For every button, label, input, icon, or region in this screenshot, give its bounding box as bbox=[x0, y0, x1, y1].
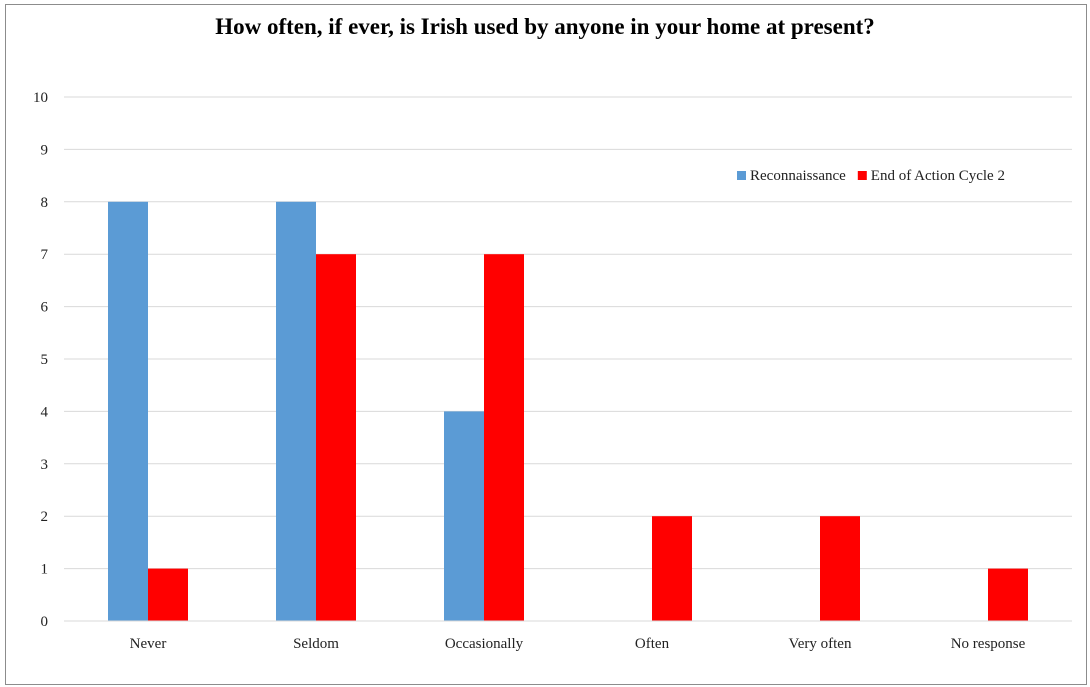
bar bbox=[148, 568, 188, 621]
y-tick-label: 1 bbox=[41, 562, 49, 578]
bar bbox=[652, 516, 692, 621]
bar bbox=[316, 254, 356, 621]
x-tick-label: Often bbox=[635, 636, 670, 652]
x-tick-label: Never bbox=[130, 636, 167, 652]
y-tick-label: 10 bbox=[33, 90, 48, 106]
bar bbox=[444, 411, 484, 621]
bar bbox=[108, 201, 148, 622]
x-tick-label: Very often bbox=[789, 636, 852, 652]
y-tick-label: 2 bbox=[41, 509, 49, 525]
x-tick-label: No response bbox=[951, 636, 1026, 652]
legend: Reconnaissance End of Action Cycle 2 bbox=[737, 168, 1005, 184]
y-tick-label: 7 bbox=[41, 247, 49, 263]
y-tick-label: 5 bbox=[41, 352, 49, 368]
x-tick-label: Seldom bbox=[293, 636, 339, 652]
bars bbox=[108, 201, 1028, 622]
y-axis-ticks: 0 1 2 3 4 5 6 7 8 9 10 bbox=[33, 90, 49, 630]
y-tick-label: 4 bbox=[41, 404, 49, 420]
bar bbox=[484, 254, 524, 621]
bar bbox=[820, 516, 860, 621]
legend-swatch bbox=[857, 171, 867, 180]
legend-label: Reconnaissance bbox=[750, 168, 846, 184]
y-tick-label: 0 bbox=[41, 614, 49, 630]
x-tick-label: Occasionally bbox=[445, 636, 524, 652]
bar bbox=[276, 201, 316, 622]
x-axis-ticks: Never Seldom Occasionally Often Very often No… bbox=[130, 636, 1026, 652]
chart-title: How often, if ever, is Irish used by any… bbox=[215, 14, 875, 39]
y-tick-label: 3 bbox=[41, 457, 49, 473]
gridlines bbox=[64, 96, 1072, 570]
legend-swatch bbox=[737, 171, 746, 180]
legend-label: End of Action Cycle 2 bbox=[871, 168, 1005, 184]
y-tick-label: 6 bbox=[41, 300, 49, 316]
y-tick-label: 8 bbox=[41, 195, 49, 211]
y-tick-label: 9 bbox=[41, 142, 49, 158]
bar bbox=[988, 568, 1028, 621]
